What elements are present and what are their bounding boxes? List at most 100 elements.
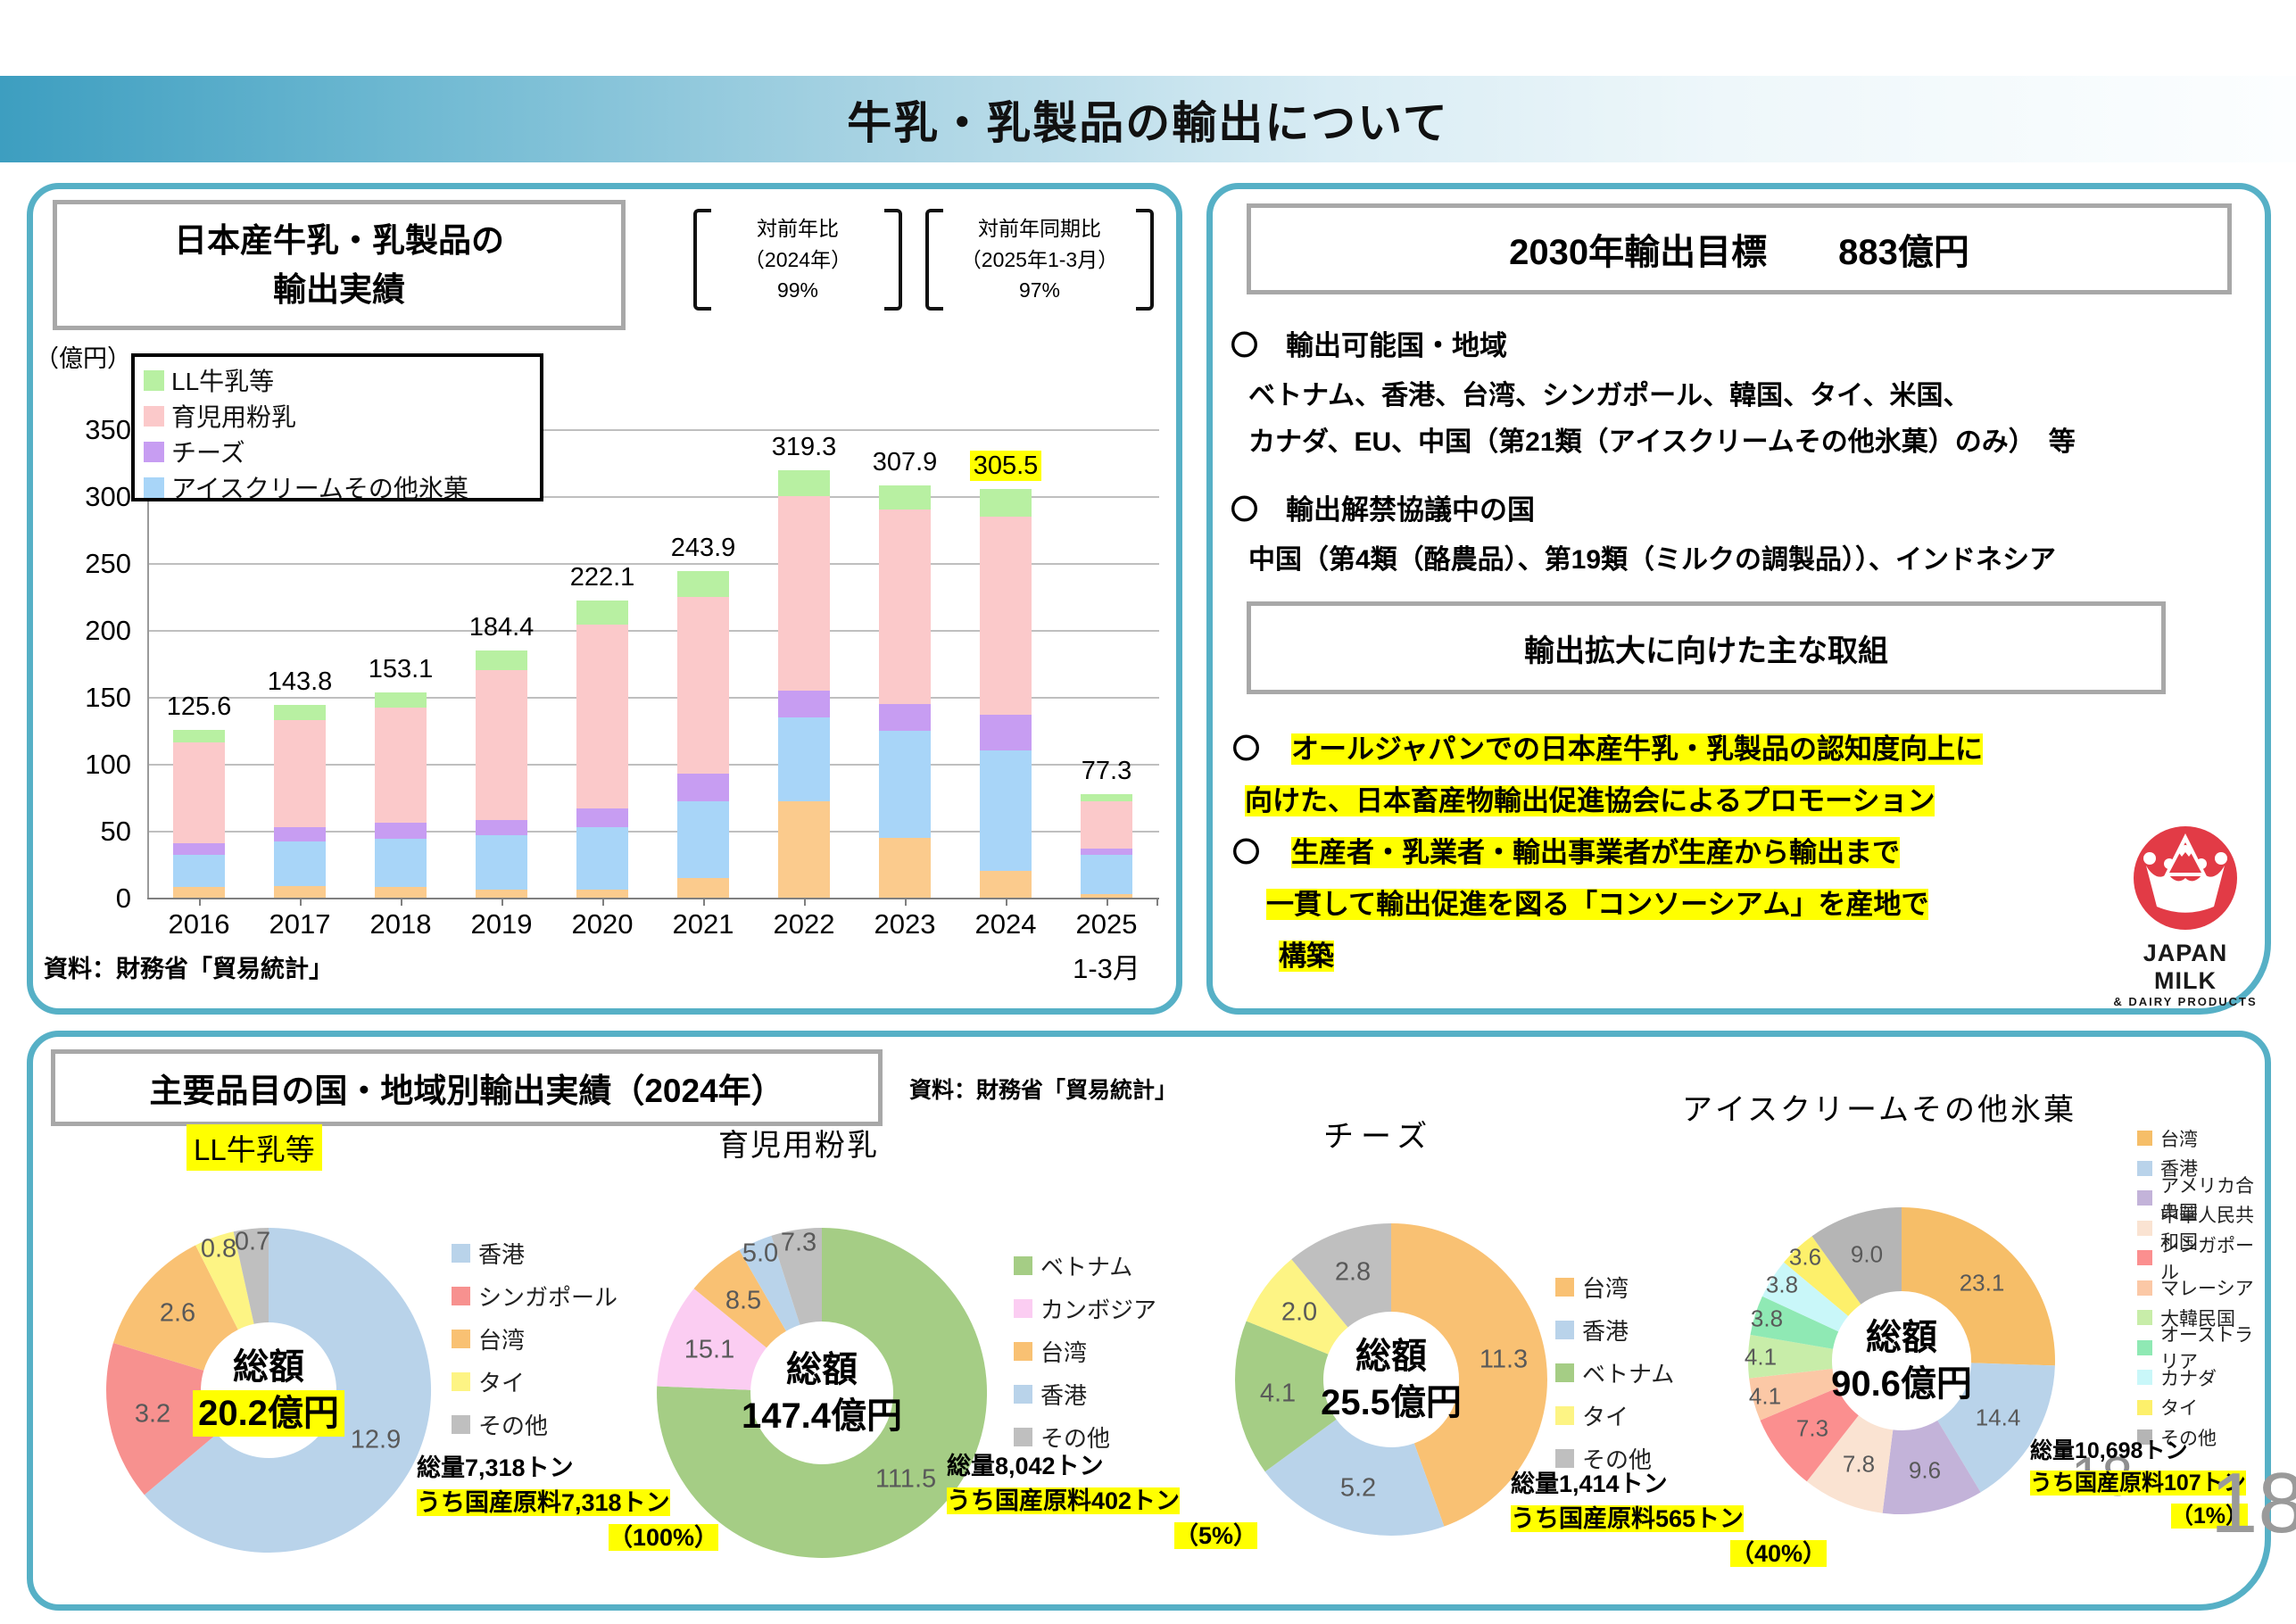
slice-value-label: 5.0 <box>742 1239 779 1268</box>
bar-segment <box>879 837 931 898</box>
donut-cheese <box>1234 1223 1547 1536</box>
donut-ice-cream-center: 総額 90.6億円 <box>1831 1314 1972 1407</box>
x-axis-label: 2021 <box>672 908 734 940</box>
note-text: うち国産原料107トン <box>2030 1471 2246 1496</box>
initiative-bullet: 〇 <box>1232 837 1260 868</box>
legend-label: その他 <box>1582 1446 1653 1473</box>
japan-milk-logo-icon <box>2134 826 2237 930</box>
x-axis-tick <box>1156 898 1158 906</box>
slice-value-label: 111.5 <box>874 1464 937 1494</box>
legend-item: ベトナム <box>1014 1244 1156 1287</box>
donut-ll-milk <box>106 1228 432 1553</box>
x-axis-tick <box>400 898 402 906</box>
legend-swatch-icon <box>1014 1255 1032 1275</box>
donut-infant-formula-legend: ベトナム カンボジア 台湾 香港 その他 <box>1014 1244 1156 1458</box>
legend-swatch-icon <box>2137 1339 2152 1355</box>
note-text: （1%） <box>2170 1503 2248 1529</box>
slice-value-label: 2.6 <box>159 1298 196 1328</box>
donut-ll-milk-notes: 総量7,318トン うち国産原料7,318トン （100%） <box>417 1451 743 1555</box>
legend-swatch-icon <box>1555 1448 1574 1468</box>
legend-label: チーズ <box>171 439 245 467</box>
bar-segment <box>274 705 326 720</box>
legend-label: その他 <box>478 1412 549 1439</box>
slide-title-banner: 牛乳・乳製品の輸出について <box>0 76 2296 162</box>
slice-value-label: 15.1 <box>684 1335 735 1364</box>
note-text: 総量7,318トン <box>417 1454 574 1481</box>
donut-ice-cream-notes: 総量10,698トン うち国産原料107トン （1%） <box>2030 1435 2273 1532</box>
legend-swatch-icon <box>1555 1363 1574 1382</box>
donut-ice-cream <box>1747 1207 2055 1515</box>
bar-segment <box>1081 794 1132 801</box>
x-axis-label: 2019 <box>470 908 533 940</box>
legend-item: 育児用粉乳 <box>144 398 531 434</box>
legend-swatch-icon <box>2137 1370 2152 1386</box>
y-axis-tick-label: 50 <box>100 816 131 847</box>
bar-2016 <box>173 729 225 898</box>
section-line: 中国（第4類（酪農品）、第19類（ミルクの調製品））、インドネシア <box>1248 545 2057 575</box>
legend-item: タイ <box>2137 1393 2265 1423</box>
bar-2020 <box>576 600 628 898</box>
bar-segment <box>173 887 225 898</box>
legend-swatch-icon <box>144 441 164 462</box>
legend-swatch-icon <box>144 405 164 427</box>
slice-アメリカ合衆国 <box>1882 1420 1981 1515</box>
x-axis-label: 2022 <box>773 908 835 940</box>
bar-segment <box>980 750 1032 871</box>
note-text: （40%） <box>1729 1540 1827 1568</box>
bar-value-label: 319.3 <box>742 433 866 462</box>
x-axis-label: 2020 <box>571 908 634 940</box>
donut-center-value: 147.4億円 <box>741 1396 903 1436</box>
legend-item: タイ <box>452 1360 618 1403</box>
x-axis-tick <box>1005 898 1007 906</box>
page-number: 18 <box>2210 1455 2296 1551</box>
legend-swatch-icon <box>2137 1220 2152 1236</box>
slice-香港 <box>1937 1363 2055 1493</box>
logo-text-main: JAPAN MILK <box>2143 940 2228 994</box>
y-axis-tick-label: 100 <box>85 749 131 780</box>
breakdown-title-text: 主要品目の国・地域別輸出実績（2024年） <box>149 1073 784 1109</box>
bar-segment <box>879 485 931 510</box>
slice-香港 <box>1264 1419 1445 1536</box>
legend-label: 台湾 <box>1040 1338 1088 1366</box>
chart-title-line2: 輸出実績 <box>273 271 405 308</box>
initiative-text: 生産者・乳業者・輸出事業者が生産から輸出まで <box>1291 837 1900 868</box>
legend-item: 香港 <box>1014 1372 1156 1415</box>
legend-item: アイスクリームその他氷菓 <box>144 469 531 505</box>
y-axis-tick-label: 200 <box>85 615 131 646</box>
bar-segment <box>476 820 527 835</box>
bar-segment <box>375 887 427 898</box>
legend-swatch-icon <box>2137 1399 2152 1415</box>
bar-segment <box>576 808 628 827</box>
legend-item: 台湾 <box>2137 1123 2265 1154</box>
yoy-line: 対前年比 <box>757 217 839 241</box>
legend-item: 台湾 <box>1014 1330 1156 1372</box>
bar-2025 <box>1081 794 1132 898</box>
export-target-box: 2030年輸出目標 883億円 <box>1247 203 2232 294</box>
slice-value-label: 0.8 <box>200 1234 237 1264</box>
section-line: ベトナム、香港、台湾、シンガポール、韓国、タイ、米国、 <box>1248 381 1970 410</box>
bar-value-text: 143.8 <box>267 667 333 697</box>
slice-value-label: 5.2 <box>1339 1473 1377 1503</box>
bar-segment <box>778 801 830 898</box>
gridline <box>147 429 1159 431</box>
legend-swatch-icon <box>1555 1405 1574 1425</box>
bar-2018 <box>375 692 427 898</box>
donut-infant-formula-title: 育児用粉乳 <box>718 1129 879 1163</box>
slice-ベトナム <box>657 1228 988 1558</box>
legend-label: アメリカ合衆国 <box>2160 1175 2254 1223</box>
yoy-line: 99% <box>776 278 819 302</box>
bar-segment <box>375 839 427 887</box>
gridline <box>147 697 1159 699</box>
legend-item: その他 <box>1555 1437 1674 1479</box>
bar-segment <box>778 690 830 717</box>
bar-segment <box>274 719 326 827</box>
y-axis-unit-label: （億円） <box>35 345 131 372</box>
slice-value-label: 8.5 <box>725 1286 762 1315</box>
legend-swatch-icon <box>144 476 164 498</box>
slice-value-label: 7.3 <box>1795 1414 1829 1442</box>
slice-value-label: 3.6 <box>1788 1243 1822 1271</box>
bar-segment <box>576 625 628 808</box>
slice-シンガポール <box>1760 1388 1859 1482</box>
slice-カンボジア <box>657 1288 767 1390</box>
